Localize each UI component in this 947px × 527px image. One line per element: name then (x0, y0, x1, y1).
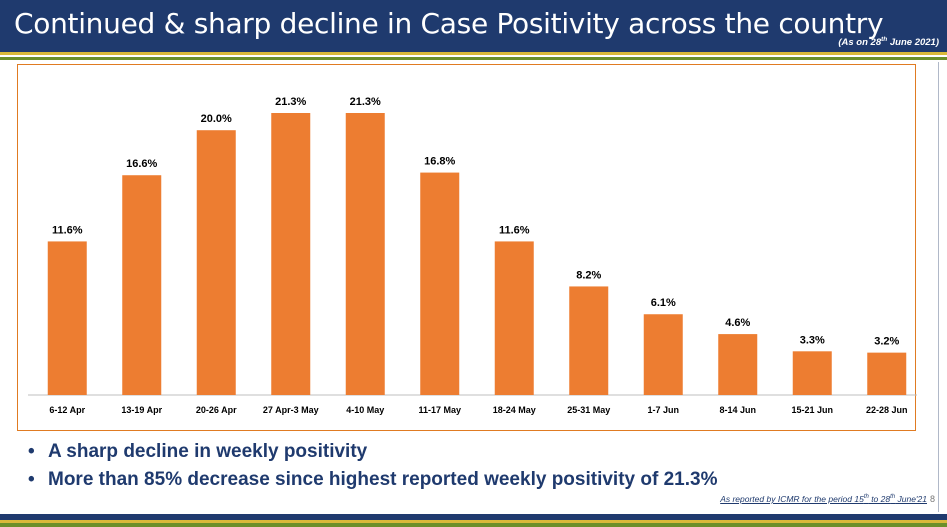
data-label: 11.6% (52, 224, 83, 236)
x-tick-label: 22-28 Jun (866, 405, 908, 415)
bar-8-14-jun (718, 334, 758, 395)
footer-gold-stripe (0, 520, 947, 523)
page-number: 8 (929, 494, 935, 504)
slide-title: Continued & sharp decline in Case Positi… (14, 7, 884, 40)
x-tick-label: 25-31 May (567, 405, 610, 415)
source-footnote: As reported by ICMR for the period 15th … (720, 494, 927, 504)
header-gold-stripe (0, 52, 947, 55)
data-label: 21.3% (350, 96, 381, 108)
bullet-dot-icon: • (28, 441, 35, 462)
data-label: 11.6% (499, 224, 530, 236)
x-tick-label: 4-10 May (346, 405, 384, 415)
x-tick-label: 20-26 Apr (196, 405, 237, 415)
footnote-sup1: th (863, 494, 869, 501)
data-label: 21.3% (275, 96, 306, 108)
data-label: 3.2% (874, 336, 899, 348)
x-tick-label: 13-19 Apr (121, 405, 162, 415)
bullet-item: • More than 85% decrease since highest re… (28, 469, 717, 497)
x-tick-label: 6-12 Apr (49, 405, 85, 415)
footer-green-stripe (0, 523, 947, 527)
bar-25-31-may (569, 286, 609, 395)
data-label: 16.8% (424, 156, 455, 168)
x-tick-label: 8-14 Jun (719, 405, 756, 415)
footnote-sup2: th (890, 494, 896, 501)
x-tick-label: 27 Apr-3 May (263, 405, 319, 415)
x-tick-label: 11-17 May (418, 405, 461, 415)
title-bar: Continued & sharp decline in Case Positi… (0, 0, 947, 52)
bar-15-21-jun (792, 351, 832, 395)
bar-27-apr-3-may (271, 113, 311, 395)
footnote-part2: to 28 (868, 494, 891, 504)
bullet-text: A sharp decline in weekly positivity (48, 441, 368, 462)
data-label: 8.2% (576, 269, 601, 281)
as-on-sup: th (881, 36, 888, 43)
header-white-stripe (0, 55, 947, 57)
x-tick-label: 15-21 Jun (791, 405, 833, 415)
bullet-dot-icon: • (28, 469, 35, 490)
as-on-date: (As on 28th June 2021) (838, 36, 939, 48)
bar-22-28-jun (867, 352, 907, 395)
bullet-list: • A sharp decline in weekly positivity • M… (28, 441, 717, 497)
x-tick-label: 1-7 Jun (647, 405, 679, 415)
header-green-stripe (0, 57, 947, 60)
positivity-bar-chart: 11.6% 6-12 Apr 16.6% 13-19 Apr 20.0% 20-26 Ap… (28, 96, 917, 415)
bar-11-17-may (420, 172, 460, 395)
chart-frame: 11.6% 6-12 Apr 16.6% 13-19 Apr 20.0% 20-26 Ap… (17, 64, 917, 431)
bar-20-26-apr (196, 130, 236, 395)
bar-13-19-apr (122, 175, 162, 395)
side-divider (938, 62, 939, 512)
data-label: 6.1% (651, 297, 676, 309)
x-tick-label: 18-24 May (493, 405, 536, 415)
bar-6-12-apr (47, 241, 87, 395)
bullet-item: • A sharp decline in weekly positivity (28, 441, 717, 469)
data-label: 16.6% (126, 158, 157, 170)
bar-18-24-may (494, 241, 534, 395)
as-on-prefix: (As on 28 (838, 37, 882, 49)
data-label: 3.3% (800, 334, 825, 346)
footnote-part3: June'21 (895, 494, 927, 504)
bullet-text: More than 85% decrease since highest rep… (48, 469, 718, 490)
footnote-part1: As reported by ICMR for the period 15 (720, 494, 864, 504)
footer-blue-stripe (0, 514, 947, 520)
bar-4-10-may (345, 113, 385, 395)
data-label: 20.0% (201, 113, 232, 125)
bar-1-7-jun (643, 314, 683, 395)
as-on-suffix: June 2021) (887, 37, 939, 49)
data-label: 4.6% (725, 317, 750, 329)
